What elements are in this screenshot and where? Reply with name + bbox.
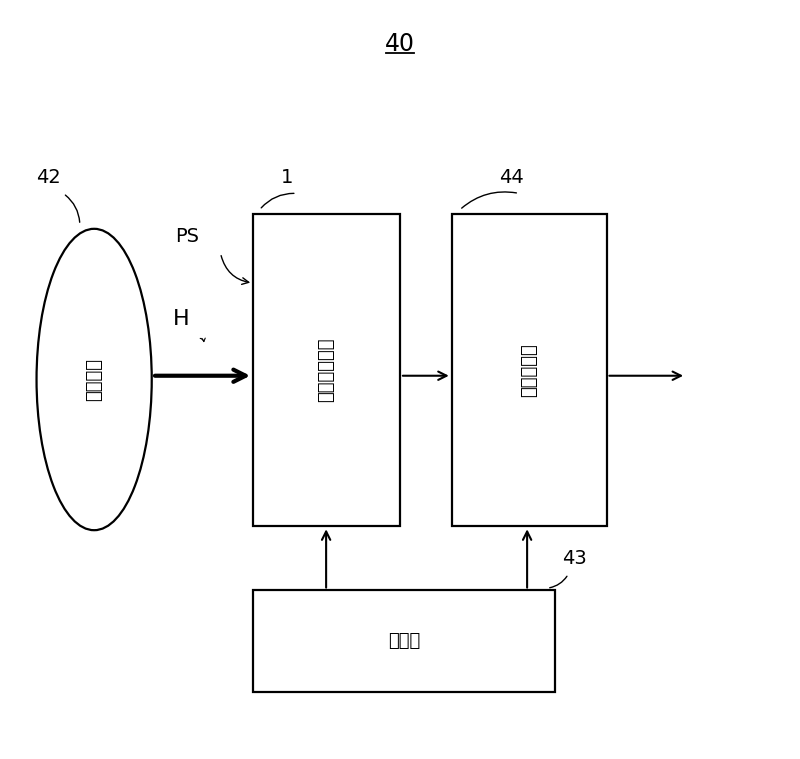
- Text: 1: 1: [281, 168, 294, 187]
- Text: PS: PS: [175, 227, 199, 246]
- Text: 信号处理部: 信号处理部: [520, 343, 538, 397]
- Text: 40: 40: [385, 32, 415, 56]
- Bar: [452, 214, 606, 527]
- Text: 42: 42: [37, 168, 62, 187]
- Bar: [253, 214, 400, 527]
- Text: H: H: [174, 309, 190, 329]
- Text: 控制部: 控制部: [388, 632, 420, 650]
- Text: 固态成像器件: 固态成像器件: [318, 338, 335, 402]
- Text: 44: 44: [499, 168, 523, 187]
- Bar: [253, 591, 555, 692]
- Text: 43: 43: [562, 549, 587, 568]
- Text: 光学系统: 光学系统: [85, 358, 103, 401]
